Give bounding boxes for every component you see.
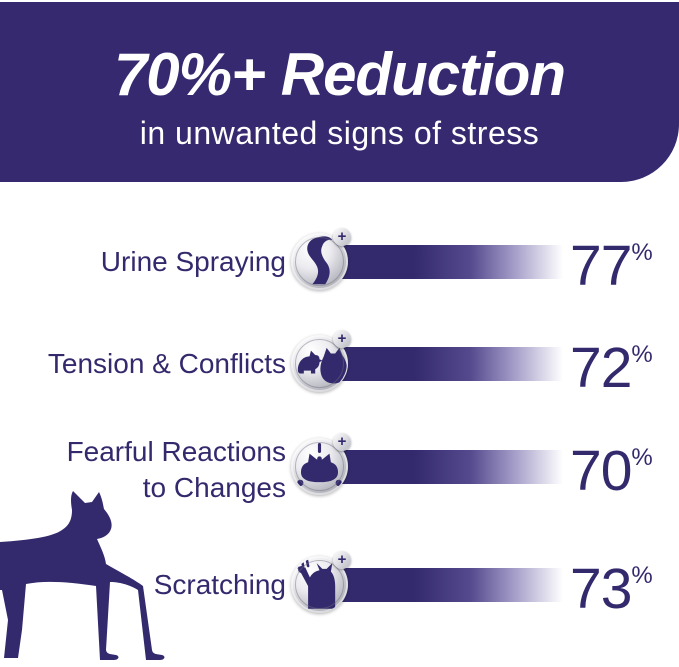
gradient-bar (312, 568, 568, 602)
row-label-line: Urine Spraying (100, 246, 286, 277)
row-label: Fearful Reactions to Changes (0, 434, 286, 506)
plus-badge-icon: + (333, 551, 351, 569)
gradient-bar (312, 450, 568, 484)
value-label: 77 % (570, 234, 653, 298)
row-label-line: Fearful Reactions (66, 436, 286, 467)
percent-sign: % (631, 562, 652, 589)
row-label-line: Tension & Conflicts (47, 348, 286, 379)
value-number: 72 (570, 336, 632, 400)
plus-badge-icon: + (333, 330, 351, 348)
percent-sign: % (631, 444, 652, 471)
row-label: Tension & Conflicts (0, 346, 286, 382)
value-label: 70 % (570, 439, 653, 503)
value-number: 77 (570, 234, 632, 298)
plus-badge-icon: + (333, 433, 351, 451)
value-label: 72 % (570, 336, 653, 400)
value-number: 73 (570, 557, 632, 621)
cat-silhouette (0, 491, 165, 660)
row-label: Scratching (0, 567, 286, 603)
value-label: 73 % (570, 557, 653, 621)
header-subtitle: in unwanted signs of stress (139, 115, 540, 151)
row-label: Urine Spraying (0, 244, 286, 280)
value-number: 70 (570, 439, 632, 503)
cats-conflict-icon: + (291, 330, 351, 392)
gradient-bar (312, 245, 568, 279)
header-banner: 70%+ Reduction in unwanted signs of stre… (0, 2, 679, 182)
percent-sign: % (631, 239, 652, 266)
fearful-cat-icon: + (291, 433, 351, 495)
percent-sign: % (631, 341, 652, 368)
cat-scratching-icon: + (291, 551, 351, 613)
cat-spraying-icon: + (291, 228, 351, 290)
gradient-bar (312, 347, 568, 381)
header-title: 70%+ Reduction (113, 41, 566, 108)
row-label-line: Scratching (153, 569, 286, 600)
row-label-line: to Changes (142, 472, 286, 503)
plus-badge-icon: + (333, 228, 351, 246)
